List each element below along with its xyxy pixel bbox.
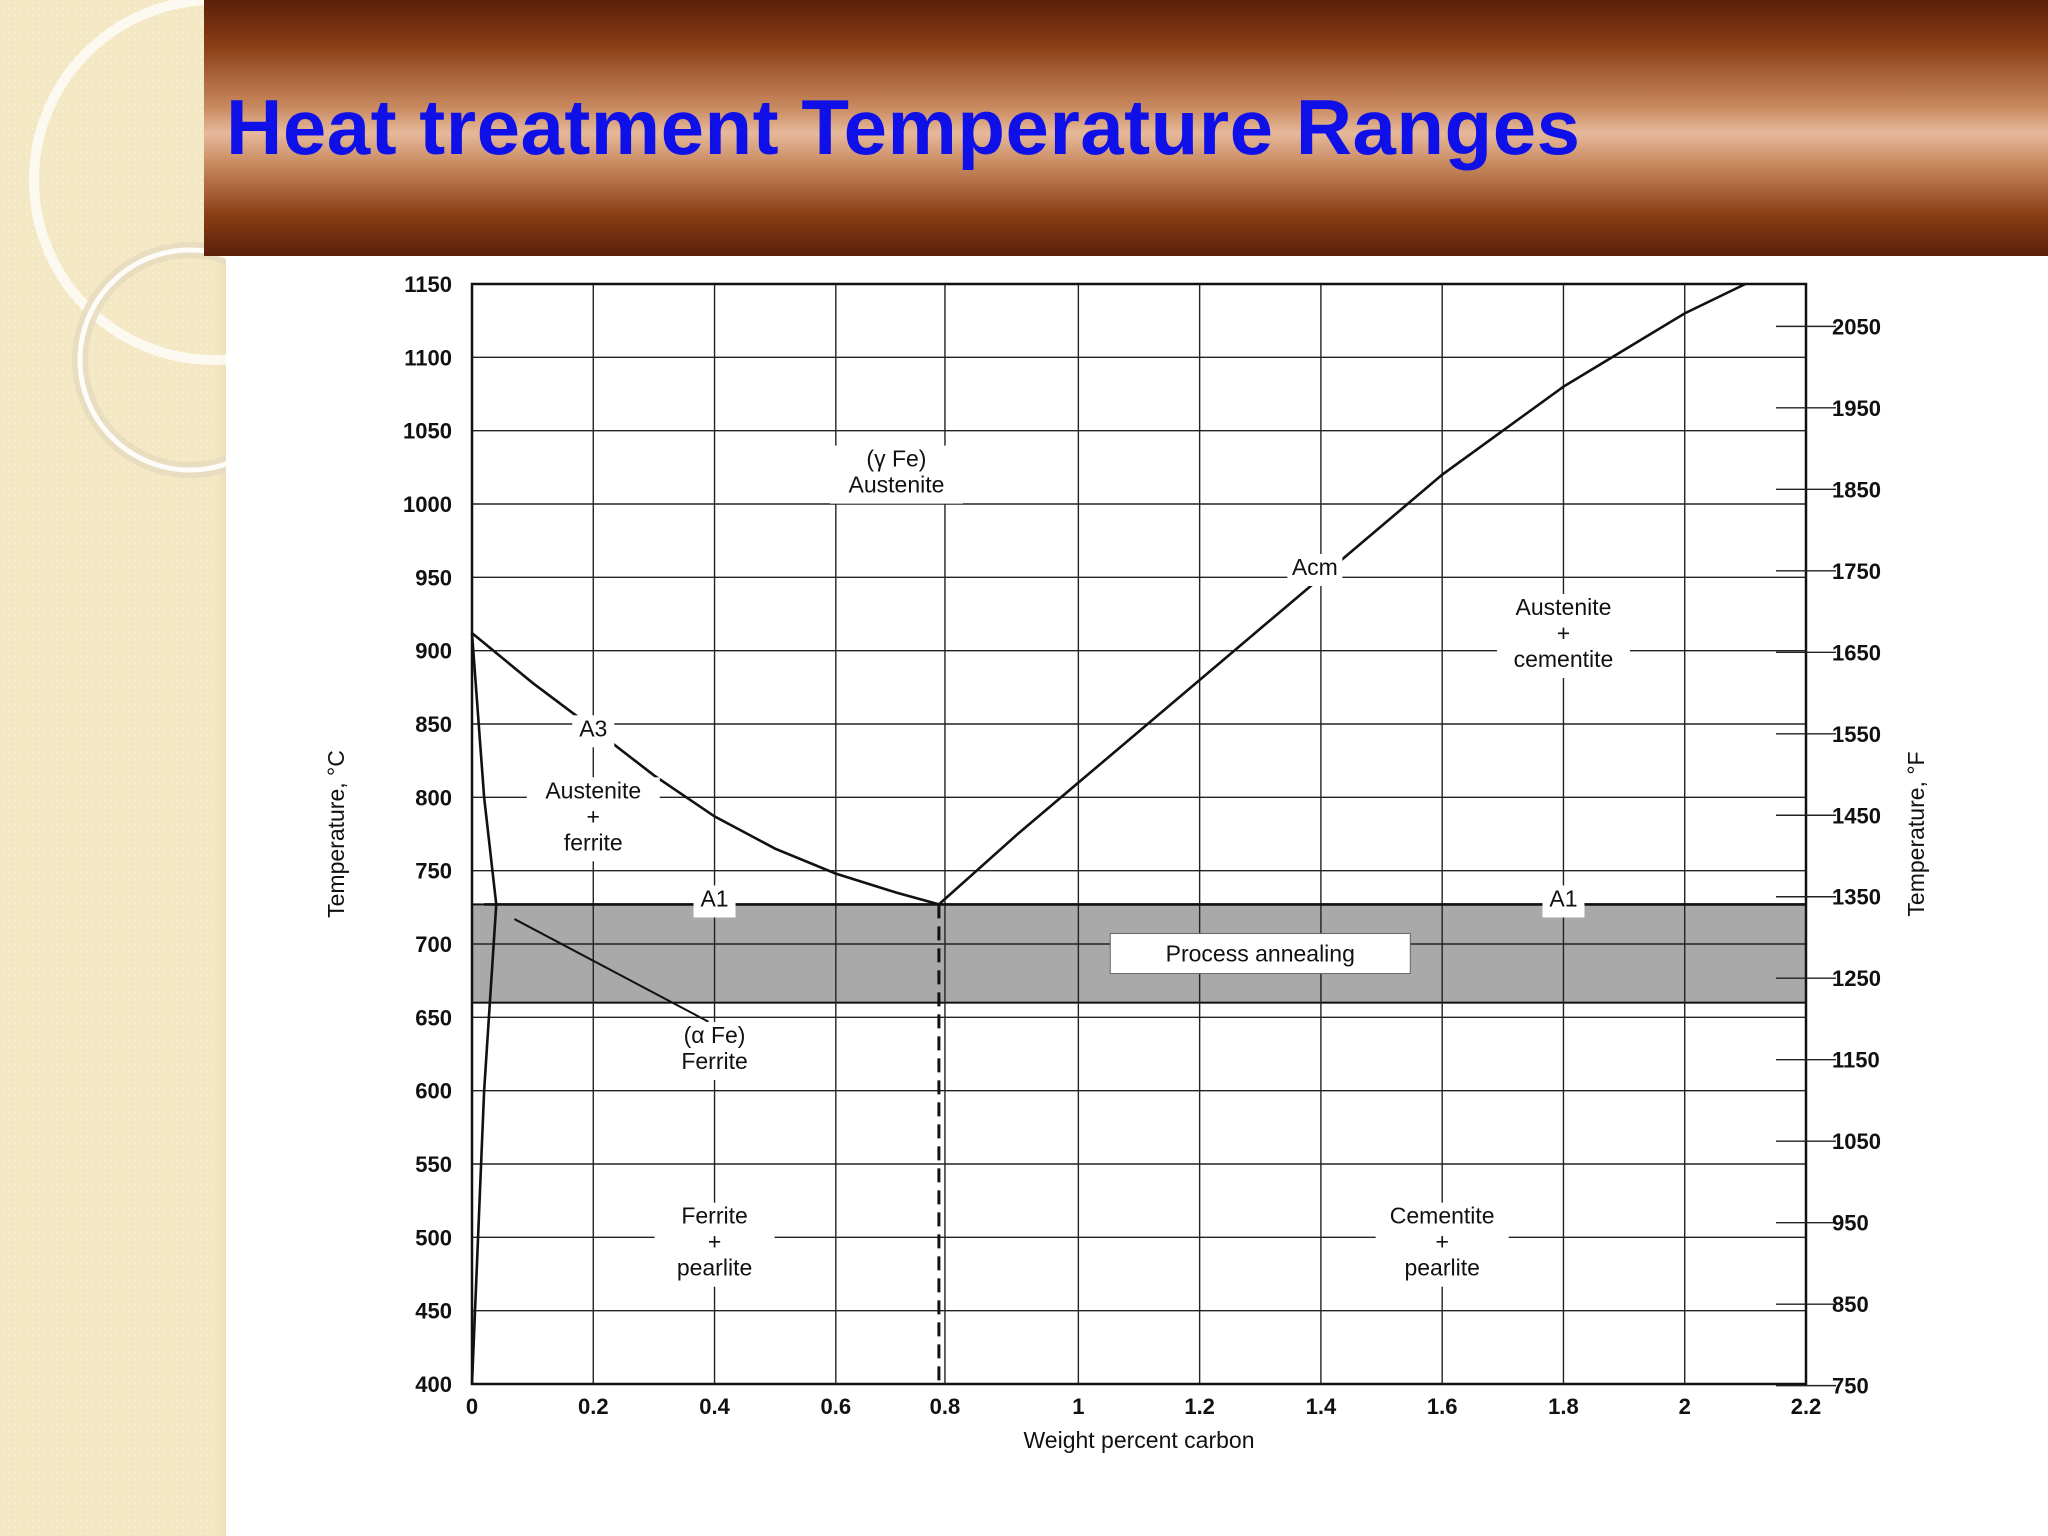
x-tick-label: 1.4: [1306, 1394, 1337, 1419]
region-label: Austenite: [1516, 594, 1612, 620]
x-tick-label: 0.8: [930, 1394, 961, 1419]
x-tick-label: 0.4: [699, 1394, 730, 1419]
band-label-box: [1109, 933, 1411, 975]
region-label: pearlite: [677, 1255, 752, 1281]
label-background: [1542, 885, 1585, 918]
x-tick-label: 0.2: [578, 1394, 609, 1419]
label-background: [693, 885, 736, 918]
y-tick-label: 700: [415, 932, 452, 957]
label-background: [1287, 554, 1343, 586]
plot-border: [470, 282, 1808, 1386]
region-label: Ferrite: [681, 1048, 747, 1074]
y2-axis-title: Temperature, °F: [1903, 751, 1929, 916]
y-tick-label: 850: [415, 712, 452, 737]
strip-edge: [216, 0, 226, 1536]
y2-tick-label: 850: [1832, 1292, 1869, 1317]
y-tick-label: 400: [415, 1372, 452, 1397]
y-tick-label: 1100: [404, 345, 452, 370]
label-background: [572, 715, 615, 748]
region-label: Austenite: [849, 472, 945, 498]
chart-area: 400 450 500 550 600 650 700 750 800 850 900 950 1000…: [226, 256, 2048, 1536]
region-label: +: [1557, 620, 1570, 646]
slide-title: Heat treatment Temperature Ranges: [226, 83, 1581, 171]
x-tick-label: 2: [1679, 1394, 1691, 1419]
y-tick-label: 600: [415, 1079, 452, 1104]
region-label: +: [708, 1229, 721, 1255]
x-tick-label: 1.8: [1548, 1394, 1579, 1419]
x-tick-label: 0.6: [821, 1394, 852, 1419]
y2-tick-label: 1750: [1832, 559, 1881, 584]
ring-large: [29, 0, 240, 365]
y-tick-label: 750: [415, 859, 452, 884]
region-label: cementite: [1514, 646, 1614, 672]
y-tick-label: 550: [415, 1152, 452, 1177]
region-label: A3: [579, 715, 607, 741]
y-axis-title: Temperature, °C: [323, 750, 349, 918]
y-tick-label: 450: [415, 1299, 452, 1324]
label-background: [526, 777, 660, 862]
label-background: [829, 445, 963, 504]
y-tick-label: 1000: [403, 492, 452, 517]
series-a3: [471, 632, 940, 906]
y2-tick-label: 750: [1832, 1374, 1869, 1399]
alpha-ferrite-leader: [513, 918, 709, 1023]
series-acm: [938, 282, 1746, 906]
region-label: Austenite: [545, 777, 641, 803]
x-axis-title: Weight percent carbon: [1024, 1427, 1255, 1453]
region-label: (α Fe): [684, 1022, 746, 1048]
x-tick-label: 1: [1072, 1394, 1084, 1419]
y-tick-label: 500: [415, 1225, 452, 1250]
label-background: [654, 1202, 775, 1287]
region-label: pearlite: [1404, 1255, 1479, 1281]
label-background: [661, 1022, 769, 1081]
region-label: ferrite: [564, 829, 623, 855]
region-label: Ferrite: [681, 1203, 747, 1229]
region-label: Acm: [1292, 554, 1338, 580]
y-tick-label: 800: [415, 785, 452, 810]
y2-tick-label: 1450: [1832, 803, 1881, 828]
y2-tick-label: 1950: [1832, 396, 1881, 421]
y2-tick-label: 2050: [1832, 314, 1881, 339]
band-label: Process annealing: [1166, 941, 1355, 967]
y2-tick-label: 1550: [1832, 722, 1881, 747]
x-tick-label: 2.2: [1791, 1394, 1822, 1419]
y2-tick-label: 1250: [1832, 966, 1881, 991]
label-background: [1496, 594, 1630, 678]
y-tick-label: 650: [415, 1005, 452, 1030]
region-label: A1: [700, 885, 728, 911]
x-tick-label: 1.2: [1184, 1394, 1215, 1419]
y2-tick-label: 1850: [1832, 477, 1881, 502]
y2-tick-label: 1050: [1832, 1129, 1881, 1154]
series-ferrite-boundary: [470, 632, 498, 1385]
y2-tick-label: 1350: [1832, 885, 1881, 910]
y-tick-label: 1150: [404, 272, 452, 297]
label-background: [1375, 1202, 1509, 1287]
region-label: A1: [1549, 885, 1577, 911]
ring-small-inner: [77, 247, 240, 473]
y-tick-label: 950: [415, 565, 452, 590]
region-label: +: [1435, 1229, 1448, 1255]
x-tick-label: 1.6: [1427, 1394, 1458, 1419]
region-label: (γ Fe): [866, 446, 926, 472]
region-label: Cementite: [1390, 1203, 1495, 1229]
y-tick-label: 900: [415, 639, 452, 664]
y-tick-label: 1050: [403, 419, 452, 444]
decorative-rings: [29, 0, 240, 478]
title-banner: [204, 0, 2048, 256]
y2-tick-label: 1150: [1832, 1048, 1880, 1073]
x-tick-label: 0: [466, 1394, 478, 1419]
y2-tick-label: 1650: [1832, 640, 1881, 665]
y2-tick-label: 950: [1832, 1211, 1869, 1236]
region-label: +: [587, 803, 600, 829]
phase-diagram-chart: 400 450 500 550 600 650 700 750 800 850 900 950 1000…: [323, 272, 1929, 1453]
